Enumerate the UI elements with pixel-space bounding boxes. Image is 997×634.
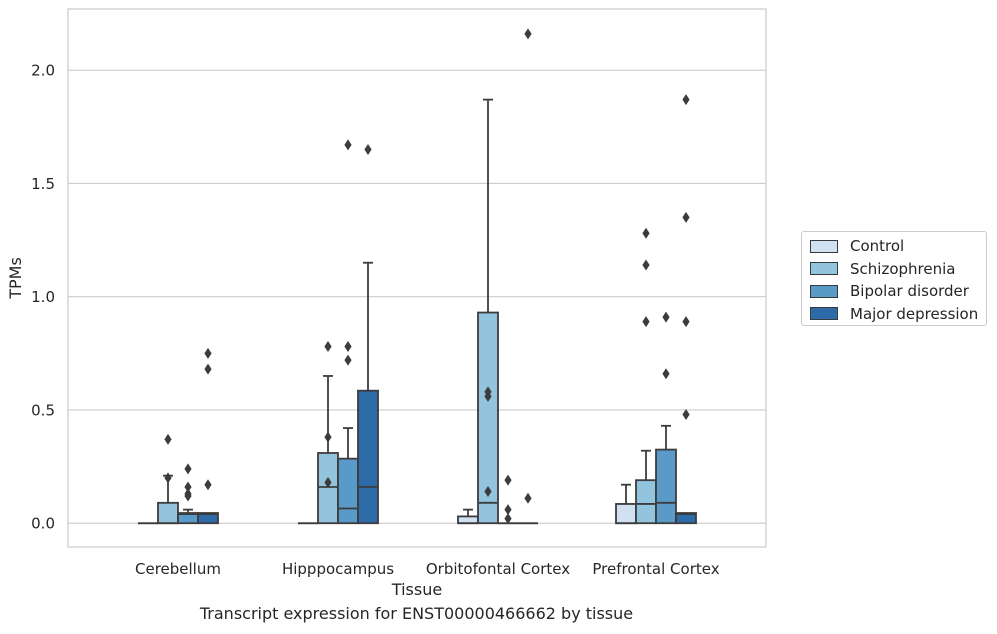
box-major-depression	[518, 28, 538, 525]
outlier-point	[184, 463, 192, 475]
y-tick-label: 0.0	[31, 515, 55, 533]
box-major-depression	[197, 347, 219, 525]
legend-swatch	[810, 284, 838, 298]
box-iqr	[457, 515, 479, 525]
x-tick-label: Prefrontal Cortex	[592, 560, 719, 578]
outlier-point	[204, 479, 212, 491]
outlier-point	[364, 143, 372, 155]
outlier-point	[504, 504, 512, 516]
y-axis-label: TPMs	[6, 257, 25, 300]
box-iqr	[615, 503, 637, 525]
outlier-point	[344, 341, 352, 353]
box-bipolar-disorder	[337, 139, 359, 525]
box-iqr	[675, 512, 697, 525]
outlier-point	[682, 316, 690, 328]
box-iqr	[157, 501, 179, 525]
x-tick-label: Cerebellum	[135, 560, 221, 578]
y-axis-ticks: 0.0 0.5 1.0 1.5 2.0	[31, 62, 55, 533]
x-axis-ticks: Cerebellum Hipppocampus Orbitofontal Corte…	[135, 560, 720, 578]
box-iqr	[337, 457, 359, 525]
box-iqr	[357, 389, 379, 525]
outlier-point	[524, 492, 532, 504]
outlier-point	[164, 472, 172, 484]
outlier-point	[324, 431, 332, 443]
x-axis-label: Tissue	[391, 580, 442, 599]
outlier-point	[484, 486, 492, 498]
outlier-point	[184, 481, 192, 493]
legend-item: Control	[810, 237, 904, 255]
box-iqr	[317, 452, 339, 525]
y-tick-label: 0.5	[31, 401, 55, 419]
outlier-point	[324, 341, 332, 353]
box-iqr	[655, 448, 677, 525]
outlier-point	[504, 513, 512, 525]
x-tick-label: Orbitofontal Cortex	[426, 560, 570, 578]
box-major-depression	[675, 94, 697, 525]
outlier-point	[204, 347, 212, 359]
outlier-point	[682, 94, 690, 106]
outlier-point	[344, 139, 352, 151]
outlier-point	[642, 227, 650, 239]
outlier-point	[344, 354, 352, 366]
y-tick-label: 1.5	[31, 175, 55, 193]
outlier-point	[682, 408, 690, 420]
box-iqr	[635, 479, 657, 525]
plot-area	[68, 9, 766, 547]
legend-item: Schizophrenia	[810, 260, 955, 278]
legend-label: Control	[850, 237, 905, 255]
box-schizophrenia	[317, 341, 339, 525]
legend-label: Major depression	[850, 304, 979, 323]
x-tick-label: Hipppocampus	[282, 560, 394, 578]
legend-swatch	[810, 239, 838, 253]
outlier-point	[524, 28, 532, 40]
outlier-point	[662, 311, 670, 323]
outlier-point	[324, 476, 332, 488]
legend-swatch	[810, 262, 838, 275]
legend: Control Schizophrenia Bipolar disorder Majo…	[801, 231, 987, 326]
outlier-point	[164, 433, 172, 445]
box-control	[615, 483, 637, 525]
box-major-depression	[357, 143, 379, 525]
boxes-layer	[138, 28, 697, 525]
outlier-point	[504, 474, 512, 486]
box-bipolar-disorder	[177, 463, 199, 525]
legend-item: Bipolar disorder	[810, 282, 969, 300]
legend-swatch	[810, 307, 838, 320]
outlier-point	[204, 363, 212, 375]
y-tick-label: 2.0	[31, 62, 55, 80]
outlier-point	[184, 490, 192, 502]
legend-label: Schizophrenia	[850, 259, 956, 278]
outlier-point	[662, 368, 670, 380]
box-iqr	[197, 512, 219, 525]
outlier-point	[682, 211, 690, 223]
chart-caption: Transcript expression for ENST0000046666…	[199, 604, 634, 623]
box-bipolar-disorder	[655, 311, 677, 525]
box-schizophrenia	[157, 433, 179, 525]
legend-item: Major depression	[810, 305, 978, 323]
outlier-point	[642, 259, 650, 271]
plot-frame	[67, 8, 767, 548]
box-schizophrenia	[477, 98, 499, 525]
outlier-point	[484, 390, 492, 402]
box-bipolar-disorder	[498, 474, 518, 525]
box-schizophrenia	[635, 227, 657, 525]
box-iqr	[477, 311, 499, 525]
outlier-point	[642, 316, 650, 328]
y-tick-label: 1.0	[31, 288, 55, 306]
legend-label: Bipolar disorder	[850, 282, 969, 300]
